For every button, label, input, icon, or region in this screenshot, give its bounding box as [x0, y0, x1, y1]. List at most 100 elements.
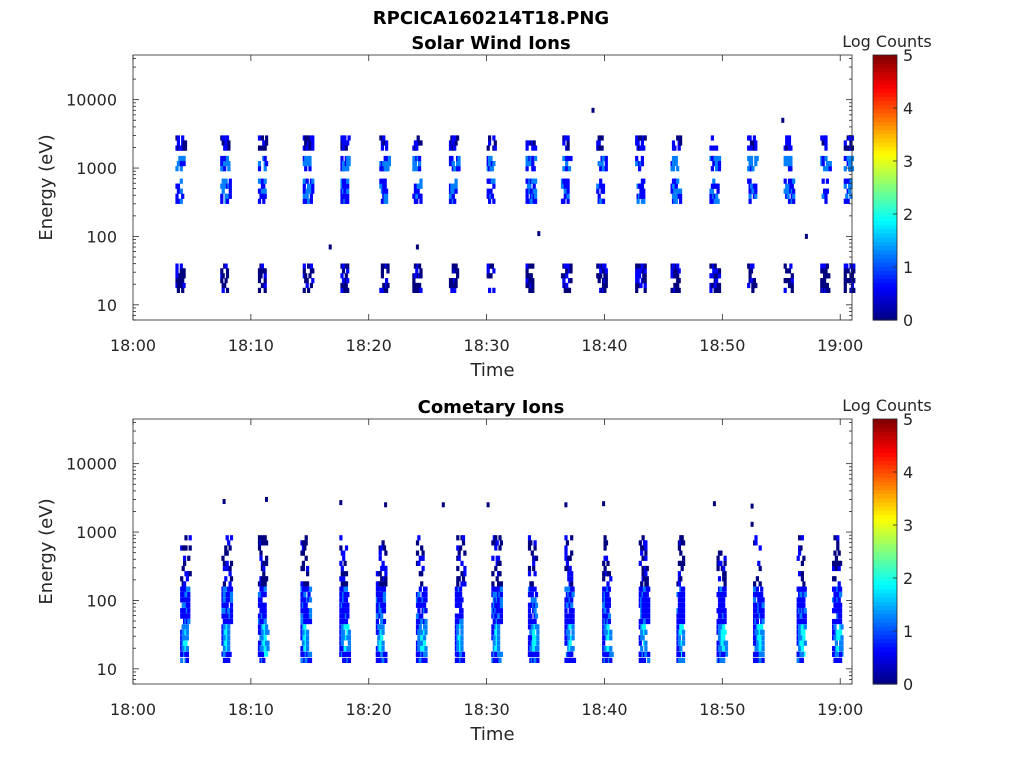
heatmap-cell [723, 592, 727, 598]
heatmap-cell [607, 586, 611, 592]
heatmap-cell [179, 161, 183, 167]
colorbar-segment [873, 638, 897, 644]
heatmap-cell [750, 503, 754, 509]
heatmap-cell [843, 287, 847, 293]
heatmap-cell [792, 178, 796, 184]
heatmap-cell [567, 576, 571, 582]
heatmap-cell [798, 550, 802, 556]
heatmap-cell [640, 155, 644, 162]
heatmap-cell [375, 618, 379, 625]
heatmap-cell [346, 608, 350, 614]
heatmap-cell [568, 640, 572, 646]
heatmap-cell [753, 624, 757, 630]
heatmap-cell [229, 535, 234, 541]
heatmap-cell [424, 597, 428, 603]
heatmap-cell [534, 198, 538, 204]
heatmap-cell [187, 618, 191, 625]
heatmap-cell [760, 586, 764, 592]
heatmap-cell [852, 263, 856, 269]
heatmap-cell [530, 592, 534, 598]
heatmap-cell [571, 624, 575, 630]
heatmap-cell [529, 540, 533, 546]
heatmap-cell [308, 161, 312, 167]
heatmap-cell [308, 166, 312, 172]
heatmap-cell [344, 586, 349, 592]
heatmap-cell [384, 657, 388, 663]
colorbar-segment [873, 626, 897, 631]
heatmap-cell [849, 161, 853, 167]
heatmap-cell [456, 581, 460, 587]
heatmap-cell [343, 657, 347, 663]
x-tick-label: 18:50 [699, 700, 745, 719]
heatmap-cell [836, 545, 840, 551]
heatmap-cell [384, 502, 388, 508]
heatmap-cell [229, 618, 234, 625]
heatmap-cell [492, 268, 496, 274]
heatmap-cell [603, 565, 607, 572]
heatmap-cell [821, 155, 825, 162]
heatmap-cell [311, 183, 315, 189]
colorbar-segment [873, 237, 897, 242]
heatmap-cell [536, 624, 540, 630]
heatmap-cell [184, 535, 188, 541]
heatmap-cell [265, 496, 268, 502]
heatmap-cell [833, 576, 837, 582]
heatmap-cell [187, 613, 191, 619]
heatmap-cell [228, 188, 232, 194]
heatmap-cell [424, 646, 428, 652]
heatmap-cell [494, 613, 498, 619]
heatmap-cell [644, 571, 648, 577]
heatmap-cell [635, 287, 639, 293]
heatmap-cell [497, 640, 501, 646]
heatmap-cell [387, 161, 391, 167]
colorbar-segment [873, 108, 897, 114]
heatmap-cell [223, 183, 227, 189]
heatmap-cell [499, 602, 503, 608]
heatmap-cell [343, 193, 347, 199]
heatmap-cell [682, 635, 686, 641]
heatmap-cell [412, 193, 416, 199]
heatmap-cell [420, 571, 424, 577]
heatmap-cell [307, 263, 311, 269]
heatmap-cell [220, 161, 224, 167]
heatmap-cell [311, 278, 315, 284]
heatmap-cell [641, 565, 645, 572]
heatmap-cell [533, 618, 537, 625]
heatmap-cell [456, 545, 460, 551]
heatmap-cell [260, 581, 264, 587]
heatmap-cell [532, 640, 536, 646]
heatmap-cell [803, 640, 807, 646]
heatmap-cell [339, 545, 343, 551]
heatmap-cell [761, 613, 765, 619]
heatmap-cell [227, 635, 231, 641]
heatmap-cell [385, 193, 389, 199]
heatmap-cell [528, 161, 532, 167]
heatmap-cell [799, 635, 803, 641]
heatmap-cell [571, 608, 575, 614]
heatmap-cell [642, 178, 646, 184]
heatmap-cell [377, 635, 381, 641]
heatmap-cell [754, 188, 758, 194]
heatmap-cell [460, 635, 464, 641]
heatmap-cell [643, 135, 647, 141]
heatmap-cell [304, 540, 308, 546]
heatmap-cell [680, 565, 684, 572]
heatmap-cell [423, 602, 427, 608]
heatmap-cell [492, 635, 496, 641]
heatmap-cell [534, 602, 539, 608]
heatmap-cell [225, 273, 230, 279]
heatmap-cell [260, 651, 264, 657]
heatmap-cell [224, 178, 228, 184]
heatmap-cell [489, 155, 493, 162]
heatmap-cell [562, 278, 566, 284]
heatmap-cell [222, 657, 226, 663]
heatmap-cell [527, 565, 532, 572]
colorbar-segment [873, 245, 897, 251]
colorbar-segment [873, 580, 897, 586]
heatmap-cell [828, 161, 832, 167]
heatmap-cell [347, 646, 351, 652]
heatmap-cell [834, 565, 838, 572]
heatmap-cell [601, 183, 606, 189]
heatmap-cell [749, 268, 754, 274]
heatmap-cell [609, 657, 613, 663]
